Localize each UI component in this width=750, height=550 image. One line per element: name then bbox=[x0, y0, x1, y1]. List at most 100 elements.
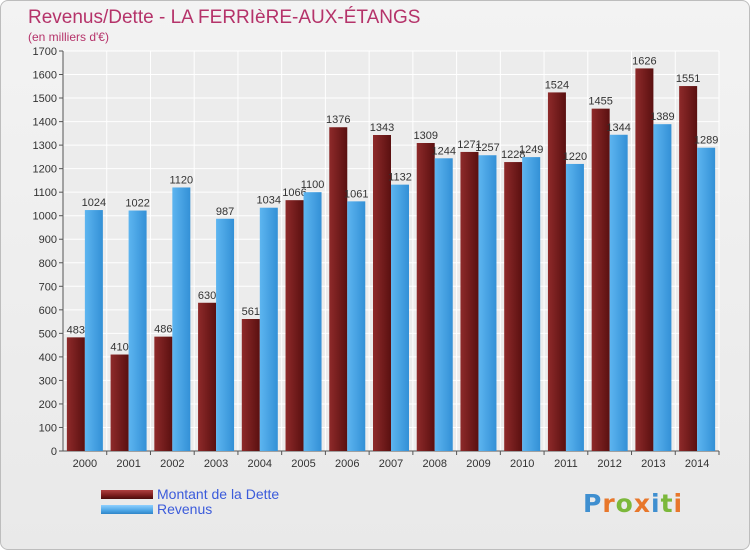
logo-letter: o bbox=[615, 489, 634, 518]
value-label-revenus-2012: 1344 bbox=[606, 122, 630, 134]
bar-revenus-2006 bbox=[347, 201, 366, 451]
y-tick-label-600: 600 bbox=[39, 305, 57, 317]
bar-revenus-2010 bbox=[522, 157, 541, 451]
value-label-revenus-2006: 1061 bbox=[344, 188, 368, 200]
logo-letter: x bbox=[633, 489, 651, 518]
value-label-revenus-2009: 1257 bbox=[475, 142, 499, 154]
value-label-dette-2014: 1551 bbox=[676, 73, 700, 85]
y-tick-label-1200: 1200 bbox=[33, 164, 57, 176]
x-tick-label-2000: 2000 bbox=[73, 458, 97, 470]
value-label-revenus-2008: 1244 bbox=[431, 145, 455, 157]
value-label-revenus-2004: 1034 bbox=[257, 195, 281, 207]
x-tick-label-2013: 2013 bbox=[641, 458, 665, 470]
y-tick-label-1000: 1000 bbox=[33, 211, 57, 223]
value-label-dette-2010: 1228 bbox=[501, 149, 525, 161]
bar-revenus-2003 bbox=[216, 218, 235, 451]
logo-letter: P bbox=[583, 489, 603, 518]
legend-item-dette: Montant de la Dette bbox=[101, 486, 421, 502]
y-tick-label-200: 200 bbox=[39, 399, 57, 411]
value-label-dette-2012: 1455 bbox=[588, 96, 612, 108]
bar-dette-2004 bbox=[241, 319, 260, 451]
bar-dette-2007 bbox=[373, 135, 391, 451]
logo-letter: i bbox=[651, 489, 661, 518]
x-tick-label-2005: 2005 bbox=[291, 458, 315, 470]
y-tick-label-900: 900 bbox=[39, 234, 57, 246]
y-tick-label-0: 0 bbox=[51, 446, 57, 458]
legend-item-revenus: Revenus bbox=[101, 501, 421, 517]
y-tick-label-1700: 1700 bbox=[33, 46, 57, 58]
bar-dette-2005 bbox=[285, 200, 304, 451]
value-label-dette-2013: 1626 bbox=[632, 55, 656, 67]
legend: Montant de la Dette Revenus bbox=[101, 486, 421, 517]
y-tick-label-500: 500 bbox=[39, 328, 57, 340]
x-tick-label-2007: 2007 bbox=[379, 458, 403, 470]
bar-revenus-2007 bbox=[391, 184, 409, 451]
x-tick-label-2006: 2006 bbox=[335, 458, 359, 470]
value-label-revenus-2010: 1249 bbox=[519, 144, 543, 156]
value-label-revenus-2007: 1132 bbox=[388, 172, 412, 184]
bar-revenus-2011 bbox=[565, 163, 584, 452]
bar-dette-2010 bbox=[504, 162, 523, 451]
bar-dette-2009 bbox=[460, 151, 479, 452]
logo-letter: i bbox=[673, 489, 684, 518]
logo-letter: t bbox=[660, 489, 674, 518]
legend-label-revenus: Revenus bbox=[157, 501, 213, 517]
bar-revenus-2000 bbox=[84, 210, 103, 451]
y-tick-label-400: 400 bbox=[39, 352, 57, 364]
value-label-dette-2004: 561 bbox=[242, 306, 260, 318]
y-tick-label-100: 100 bbox=[39, 422, 57, 434]
value-label-dette-2005: 1066 bbox=[282, 187, 306, 199]
y-tick-label-300: 300 bbox=[39, 375, 57, 387]
x-tick-label-2012: 2012 bbox=[597, 458, 621, 470]
value-label-revenus-2014: 1289 bbox=[694, 135, 718, 147]
value-label-dette-2003: 630 bbox=[198, 290, 216, 302]
bar-dette-2012 bbox=[591, 108, 610, 451]
x-tick-label-2011: 2011 bbox=[554, 458, 578, 470]
bar-dette-2013 bbox=[635, 68, 654, 451]
value-label-revenus-2011: 1220 bbox=[563, 151, 587, 163]
legend-label-dette: Montant de la Dette bbox=[157, 486, 280, 502]
value-label-revenus-2000: 1024 bbox=[82, 197, 106, 209]
proxiti-logo: Proxiti bbox=[583, 489, 683, 518]
y-tick-label-1500: 1500 bbox=[33, 93, 57, 105]
value-label-revenus-2002: 1120 bbox=[170, 174, 194, 186]
x-tick-label-2004: 2004 bbox=[248, 458, 272, 470]
value-label-dette-2002: 486 bbox=[154, 324, 172, 336]
y-tick-label-800: 800 bbox=[39, 258, 57, 270]
bar-revenus-2005 bbox=[303, 192, 322, 452]
x-tick-label-2014: 2014 bbox=[685, 458, 709, 470]
bar-revenus-2008 bbox=[434, 158, 453, 451]
bar-dette-2006 bbox=[329, 127, 348, 451]
chart-title: Revenus/Dette - LA FERRIèRE-AUX-ÉTANGS bbox=[28, 7, 421, 28]
y-tick-label-1300: 1300 bbox=[33, 140, 57, 152]
legend-swatch-revenus bbox=[101, 505, 153, 514]
legend-swatch-dette bbox=[101, 490, 153, 499]
x-tick-label-2001: 2001 bbox=[116, 458, 140, 470]
y-tick-label-700: 700 bbox=[39, 281, 57, 293]
value-label-dette-2008: 1309 bbox=[413, 130, 437, 142]
bar-dette-2000 bbox=[66, 337, 85, 451]
bar-dette-2014 bbox=[679, 86, 698, 451]
x-tick-label-2010: 2010 bbox=[510, 458, 534, 470]
bar-dette-2003 bbox=[198, 302, 217, 451]
bar-dette-2002 bbox=[154, 336, 173, 451]
bar-revenus-2012 bbox=[609, 134, 628, 451]
chart-subtitle: (en milliers d'€) bbox=[28, 30, 109, 44]
bar-dette-2008 bbox=[416, 143, 435, 451]
bar-revenus-2002 bbox=[172, 187, 191, 451]
value-label-dette-2006: 1376 bbox=[326, 114, 350, 126]
value-label-dette-2009: 1271 bbox=[457, 139, 481, 151]
x-tick-label-2003: 2003 bbox=[204, 458, 228, 470]
value-label-revenus-2003: 987 bbox=[216, 206, 234, 218]
value-label-revenus-2013: 1389 bbox=[650, 111, 674, 123]
bar-dette-2011 bbox=[547, 92, 566, 451]
value-label-dette-2000: 483 bbox=[67, 324, 85, 336]
value-label-dette-2001: 410 bbox=[110, 342, 128, 354]
value-label-revenus-2005: 1100 bbox=[301, 179, 325, 191]
y-tick-label-1600: 1600 bbox=[33, 70, 57, 82]
y-tick-label-1400: 1400 bbox=[33, 117, 57, 129]
bar-revenus-2004 bbox=[259, 207, 278, 451]
value-label-revenus-2001: 1022 bbox=[125, 198, 149, 210]
